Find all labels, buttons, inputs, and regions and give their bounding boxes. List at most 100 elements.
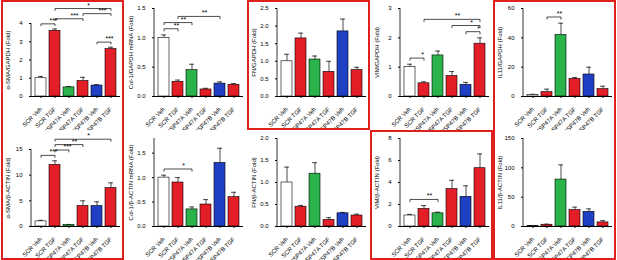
svg-text:SCR Veh: SCR Veh — [267, 106, 290, 128]
svg-text:SCR Veh: SCR Veh — [390, 106, 413, 128]
svg-text:shHSP47B TGF: shHSP47B TGF — [78, 236, 113, 260]
svg-text:SCR TGF: SCR TGF — [403, 236, 427, 259]
svg-text:*: * — [87, 132, 90, 139]
svg-text:***: *** — [70, 12, 78, 19]
svg-text:1.5: 1.5 — [137, 150, 146, 156]
svg-text:20: 20 — [508, 64, 515, 70]
svg-text:150: 150 — [504, 135, 515, 141]
svg-text:IL11/β-ACTIN (Fold): IL11/β-ACTIN (Fold) — [497, 156, 503, 210]
svg-text:***: *** — [63, 143, 71, 150]
svg-text:shHSP47B TGF: shHSP47B TGF — [78, 106, 113, 130]
svg-text:**: ** — [174, 22, 180, 29]
svg-text:SCR TGF: SCR TGF — [526, 106, 550, 129]
svg-text:8: 8 — [388, 135, 392, 141]
svg-text:1.0: 1.0 — [137, 35, 146, 41]
svg-text:0.5: 0.5 — [260, 76, 269, 82]
svg-text:3: 3 — [19, 39, 23, 45]
svg-text:SCR Veh: SCR Veh — [21, 106, 44, 128]
svg-text:0: 0 — [19, 223, 23, 229]
svg-text:1.5: 1.5 — [260, 41, 269, 47]
svg-text:shHSP47B TGF: shHSP47B TGF — [447, 236, 482, 260]
svg-text:1: 1 — [388, 64, 392, 70]
svg-text:SCR TGF: SCR TGF — [403, 106, 427, 129]
svg-text:0.0: 0.0 — [260, 93, 269, 99]
svg-text:**: ** — [72, 138, 78, 145]
svg-text:FN/GAPDH (Fold): FN/GAPDH (Fold) — [251, 28, 257, 76]
svg-text:*: * — [477, 25, 480, 32]
svg-text:0.0: 0.0 — [137, 223, 146, 229]
svg-text:SCR Veh: SCR Veh — [513, 106, 536, 128]
svg-text:1.0: 1.0 — [260, 58, 269, 64]
svg-text:2.0: 2.0 — [260, 23, 269, 29]
svg-text:100: 100 — [504, 165, 515, 171]
svg-text:60: 60 — [508, 5, 515, 11]
svg-text:40: 40 — [508, 35, 515, 41]
svg-text:α-SMA/GAPDH (Fold): α-SMA/GAPDH (Fold) — [5, 31, 11, 90]
svg-text:2: 2 — [388, 35, 392, 41]
svg-text:2.0: 2.0 — [260, 135, 269, 141]
svg-text:SCR TGF: SCR TGF — [280, 236, 304, 259]
svg-text:2: 2 — [19, 57, 23, 63]
svg-text:0: 0 — [511, 223, 515, 229]
svg-text:Col-1/GAPDH mRNA (Fold): Col-1/GAPDH mRNA (Fold) — [128, 16, 134, 90]
svg-text:0: 0 — [388, 93, 392, 99]
svg-text:0.0: 0.0 — [137, 93, 146, 99]
svg-text:50: 50 — [508, 194, 515, 200]
svg-text:**: ** — [455, 12, 461, 19]
svg-text:6: 6 — [388, 157, 392, 163]
svg-text:shHSP47B TGF: shHSP47B TGF — [201, 236, 236, 260]
svg-text:4: 4 — [388, 179, 392, 185]
svg-text:*: * — [182, 162, 185, 169]
svg-text:**: ** — [557, 10, 563, 17]
svg-text:FN/β-ACTIN (Fold): FN/β-ACTIN (Fold) — [251, 157, 257, 207]
svg-text:VIM/GAPDH (Fold): VIM/GAPDH (Fold) — [374, 27, 380, 78]
svg-text:shHSP47B TGF: shHSP47B TGF — [201, 106, 236, 130]
svg-text:0.5: 0.5 — [260, 201, 269, 207]
svg-text:SCR Veh: SCR Veh — [21, 236, 44, 258]
svg-text:1.5: 1.5 — [260, 157, 269, 163]
svg-text:*: * — [470, 19, 473, 26]
svg-text:IL11/GAPDH (Fold): IL11/GAPDH (Fold) — [497, 27, 503, 79]
svg-text:shHSP47B TGF: shHSP47B TGF — [324, 106, 359, 130]
svg-text:***: *** — [49, 17, 57, 24]
svg-text:0.5: 0.5 — [137, 199, 146, 205]
svg-text:0.0: 0.0 — [260, 223, 269, 229]
svg-text:SCR TGF: SCR TGF — [34, 236, 58, 259]
svg-text:1: 1 — [19, 75, 23, 81]
svg-text:4: 4 — [19, 20, 23, 26]
svg-text:1.0: 1.0 — [260, 179, 269, 185]
svg-text:SCR TGF: SCR TGF — [280, 106, 304, 129]
svg-text:2: 2 — [388, 201, 392, 207]
svg-text:SCR TGF: SCR TGF — [526, 236, 550, 259]
svg-text:2.5: 2.5 — [260, 5, 269, 11]
svg-text:VIM/β-ACTIN (Fold): VIM/β-ACTIN (Fold) — [374, 156, 380, 209]
svg-text:0.5: 0.5 — [137, 64, 146, 70]
svg-text:Col-1/β-ACTIN mRNA (Fold): Col-1/β-ACTIN mRNA (Fold) — [128, 145, 134, 221]
svg-text:10: 10 — [16, 172, 23, 178]
svg-text:shHSP47B TGF: shHSP47B TGF — [324, 236, 359, 260]
svg-text:SCR Veh: SCR Veh — [144, 106, 167, 128]
svg-text:SCR TGF: SCR TGF — [157, 106, 181, 129]
svg-text:*: * — [421, 51, 424, 58]
svg-text:5: 5 — [19, 198, 23, 204]
svg-text:shHSP47B TGF: shHSP47B TGF — [447, 106, 482, 130]
svg-text:0: 0 — [511, 93, 515, 99]
svg-text:1.0: 1.0 — [137, 175, 146, 181]
svg-text:0: 0 — [388, 223, 392, 229]
svg-text:shHSP47B TGF: shHSP47B TGF — [570, 106, 605, 130]
svg-text:SCR TGF: SCR TGF — [34, 106, 58, 129]
svg-text:15: 15 — [16, 146, 23, 152]
svg-text:**: ** — [181, 16, 187, 23]
svg-text:SCR TGF: SCR TGF — [157, 236, 181, 259]
svg-text:***: *** — [98, 7, 106, 14]
svg-text:1.5: 1.5 — [137, 5, 146, 11]
svg-text:**: ** — [427, 192, 433, 199]
svg-text:*: * — [87, 2, 90, 9]
svg-text:**: ** — [202, 9, 208, 16]
svg-text:shHSP47B TGF: shHSP47B TGF — [570, 236, 605, 260]
svg-text:α-SMA/β-ACTIN (Fold): α-SMA/β-ACTIN (Fold) — [5, 158, 11, 219]
svg-text:***: *** — [105, 35, 113, 42]
svg-text:0: 0 — [19, 93, 23, 99]
svg-text:3: 3 — [388, 5, 392, 11]
svg-text:***: *** — [49, 148, 57, 155]
